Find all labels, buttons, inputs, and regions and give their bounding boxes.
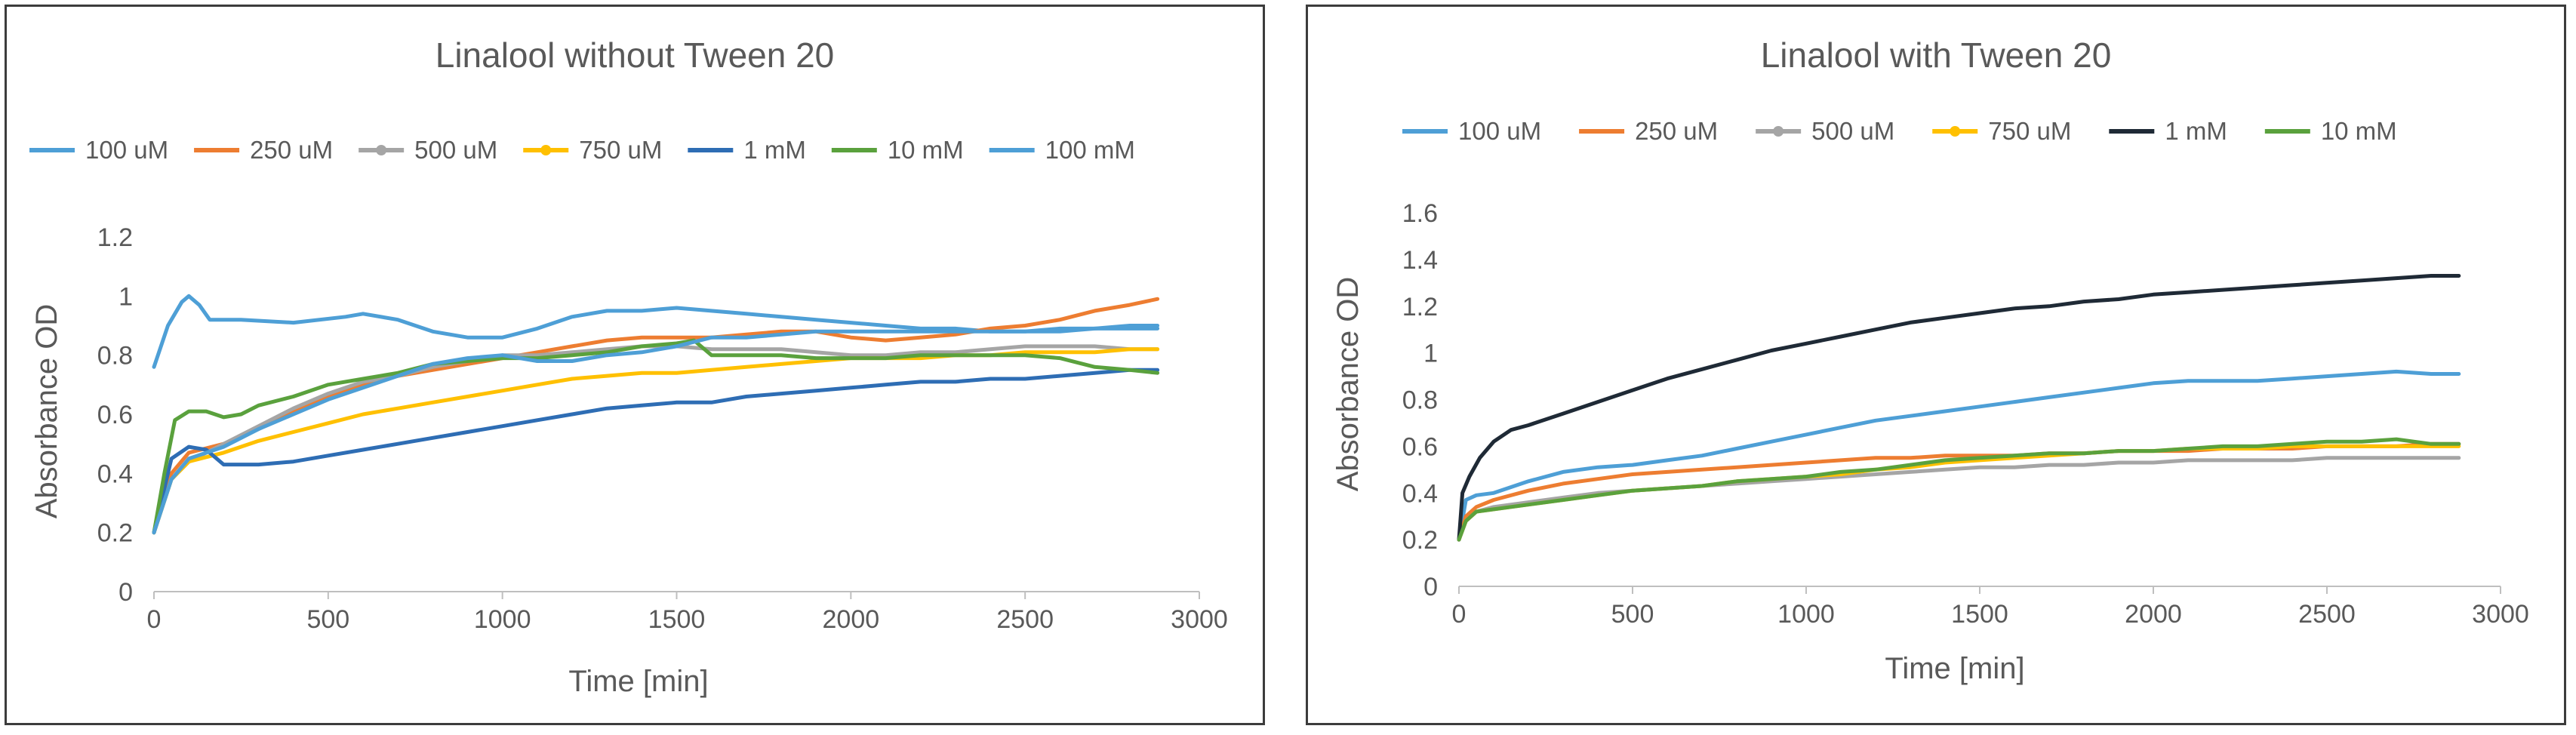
- x-tick-label: 0: [1452, 600, 1467, 629]
- line-chart-left: Linalool without Tween 20 100 uM 250 uM 50…: [29, 35, 1228, 698]
- legend-label: 500 uM: [414, 136, 497, 164]
- chart-title: Linalool without Tween 20: [435, 35, 835, 75]
- chart-title: Linalool with Tween 20: [1761, 35, 2112, 75]
- y-tick-label: 0.2: [1402, 526, 1438, 555]
- legend: 100 uM 250 uM 500 uM 750 uM 1 mM 10 mM 100 mM: [29, 136, 1135, 164]
- y-tick-label: 1: [1423, 340, 1438, 368]
- y-tick-label: 1.4: [1402, 246, 1438, 275]
- x-tick-label: 1000: [1777, 600, 1835, 629]
- legend-label: 100 uM: [1458, 117, 1541, 145]
- x-tick-label: 3000: [2472, 600, 2529, 629]
- y-tick-label: 1.2: [1402, 293, 1438, 321]
- x-tick-label: 0: [147, 605, 162, 634]
- legend-label: 750 uM: [579, 136, 662, 164]
- y-axis-label: Absorbance OD: [1331, 277, 1365, 492]
- legend-label: 100 mM: [1045, 136, 1135, 164]
- chart-panel-left: Linalool without Tween 20 100 uM 250 uM 50…: [5, 5, 1265, 725]
- series-line-10-mm: [1457, 437, 2461, 542]
- y-tick-label: 0: [118, 578, 133, 607]
- y-tick-label: 0.6: [1402, 432, 1438, 461]
- y-tick-label: 1.2: [97, 223, 133, 252]
- y-tick-label: 1: [118, 282, 133, 311]
- legend-label: 1 mM: [743, 136, 806, 164]
- y-tick-label: 0.8: [97, 342, 133, 371]
- series-line-500-um: [1457, 456, 2461, 542]
- x-axis-label: Time [min]: [568, 665, 708, 698]
- series-line-1-mm: [1457, 274, 2461, 542]
- legend-label: 100 uM: [85, 136, 168, 164]
- legend-label: 10 mM: [2321, 117, 2397, 145]
- line-chart-right: Linalool with Tween 20 100 uM 250 uM 500 u…: [1331, 35, 2529, 685]
- x-tick-label: 500: [306, 605, 349, 634]
- series-line-250-um: [152, 297, 1160, 535]
- series-line-100-um: [1457, 369, 2461, 542]
- legend-label: 250 uM: [250, 136, 333, 164]
- y-tick-label: 0.4: [97, 460, 133, 488]
- legend-marker: [376, 145, 387, 155]
- legend-label: 500 uM: [1811, 117, 1894, 145]
- x-tick-label: 3000: [1171, 605, 1228, 634]
- x-tick-label: 1500: [648, 605, 706, 634]
- x-tick-label: 2000: [823, 605, 880, 634]
- legend-label: 1 mM: [2165, 117, 2227, 145]
- y-axis-label: Absorbance OD: [30, 304, 63, 519]
- legend-label: 10 mM: [888, 136, 964, 164]
- x-tick-label: 2500: [996, 605, 1054, 634]
- y-tick-label: 0: [1423, 573, 1438, 601]
- legend-marker: [1773, 126, 1784, 137]
- x-axis-label: Time [min]: [1885, 652, 2024, 685]
- legend: 100 uM 250 uM 500 uM 750 uM 1 mM 10 mM: [1402, 117, 2397, 145]
- y-tick-label: 1.6: [1402, 199, 1438, 228]
- chart-panel-right: Linalool with Tween 20 100 uM 250 uM 500 u…: [1306, 5, 2566, 725]
- series-line-1-mm: [152, 368, 1160, 535]
- legend-label: 250 uM: [1635, 117, 1718, 145]
- y-tick-label: 0.8: [1402, 386, 1438, 415]
- y-tick-label: 0.6: [97, 401, 133, 429]
- legend-marker: [1950, 126, 1961, 137]
- legend-label: 750 uM: [1988, 117, 2071, 145]
- x-tick-label: 2500: [2298, 600, 2356, 629]
- x-tick-label: 1000: [474, 605, 531, 634]
- x-tick-label: 500: [1611, 600, 1654, 629]
- series-line-10-mm: [152, 338, 1160, 535]
- series-line-100-mm: [152, 324, 1160, 535]
- legend-marker: [540, 145, 552, 155]
- y-tick-label: 0.2: [97, 519, 133, 548]
- y-tick-label: 0.4: [1402, 479, 1438, 508]
- x-tick-label: 1500: [1951, 600, 2008, 629]
- series-line-750-um: [152, 347, 1160, 535]
- x-tick-label: 2000: [2125, 600, 2182, 629]
- series-line-250-um: [1457, 441, 2461, 542]
